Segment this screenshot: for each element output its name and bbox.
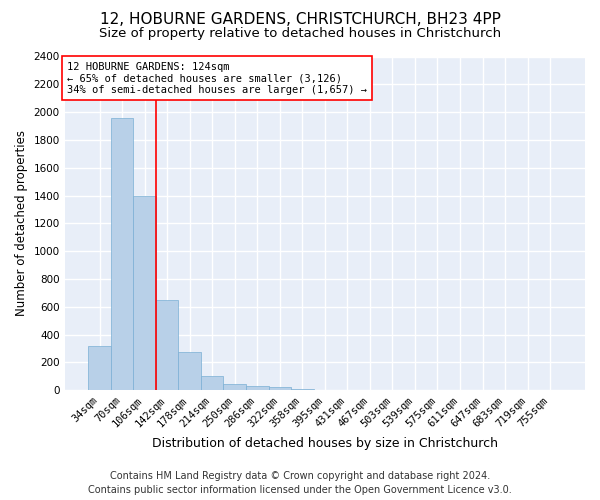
Text: Size of property relative to detached houses in Christchurch: Size of property relative to detached ho… — [99, 28, 501, 40]
Bar — [111, 118, 133, 390]
Text: 12 HOBURNE GARDENS: 124sqm
← 65% of detached houses are smaller (3,126)
34% of s: 12 HOBURNE GARDENS: 124sqm ← 65% of deta… — [67, 62, 367, 94]
Bar — [88, 346, 111, 390]
Bar — [246, 386, 269, 390]
Bar — [269, 388, 291, 390]
Bar — [156, 300, 178, 390]
Bar — [223, 384, 246, 390]
Bar — [291, 389, 314, 390]
Y-axis label: Number of detached properties: Number of detached properties — [15, 130, 28, 316]
Bar — [201, 376, 223, 390]
Bar — [178, 352, 201, 390]
X-axis label: Distribution of detached houses by size in Christchurch: Distribution of detached houses by size … — [152, 437, 498, 450]
Text: 12, HOBURNE GARDENS, CHRISTCHURCH, BH23 4PP: 12, HOBURNE GARDENS, CHRISTCHURCH, BH23 … — [100, 12, 500, 28]
Bar — [133, 196, 156, 390]
Text: Contains HM Land Registry data © Crown copyright and database right 2024.
Contai: Contains HM Land Registry data © Crown c… — [88, 471, 512, 495]
